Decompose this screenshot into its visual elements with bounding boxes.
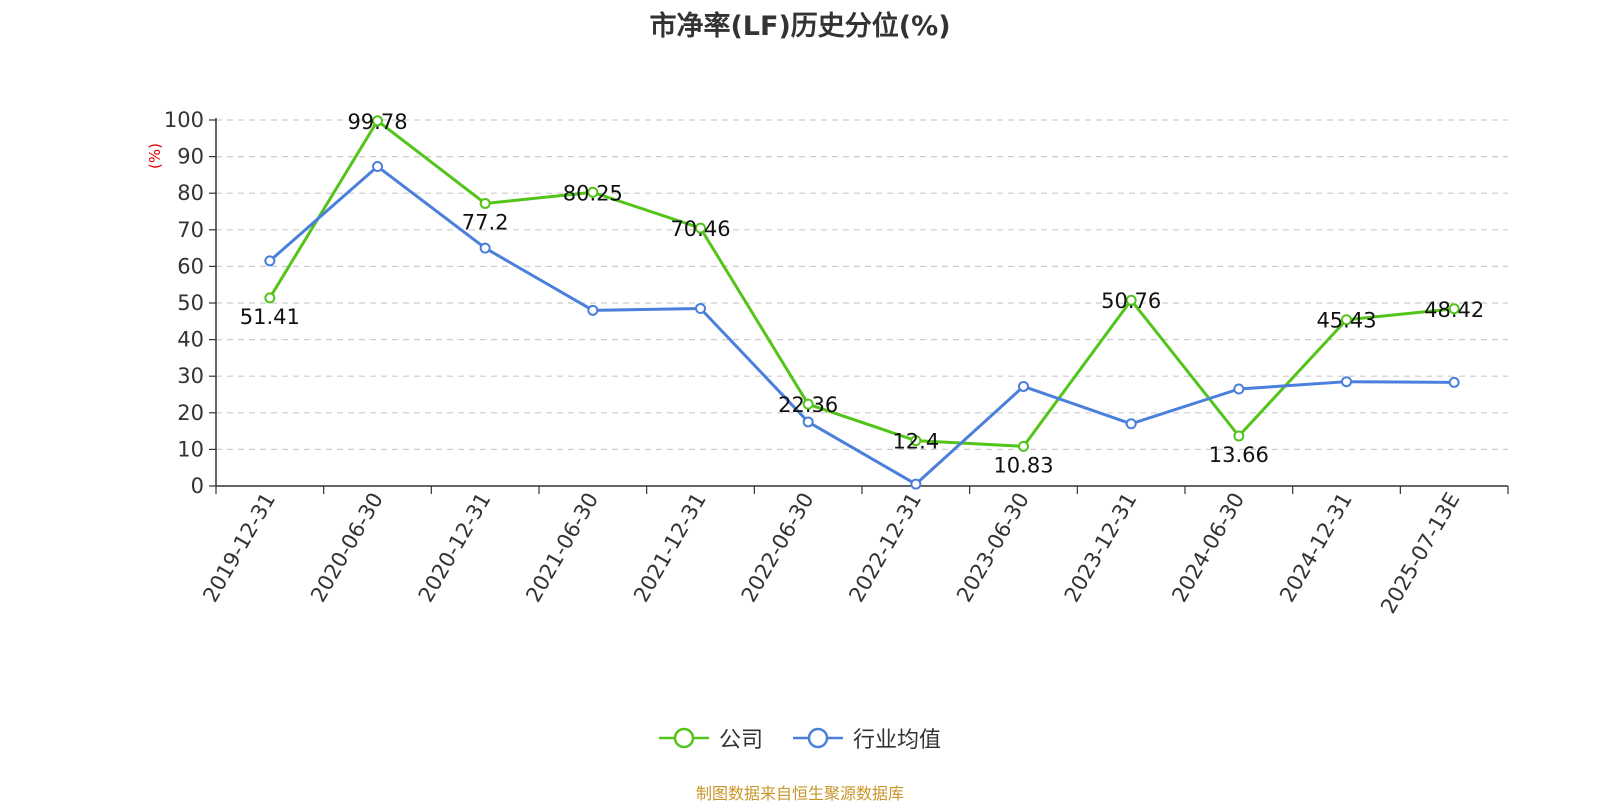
- legend-industry-marker-icon: [793, 727, 843, 749]
- x-tick-label: 2025-07-13E: [1376, 489, 1464, 618]
- y-tick-label: 80: [177, 181, 204, 205]
- y-tick-label: 30: [177, 364, 204, 388]
- x-tick-label: 2024-06-30: [1167, 489, 1249, 607]
- industry-data-point: [587, 304, 599, 316]
- y-axis-unit-label: (%): [146, 143, 164, 169]
- industry-data-point: [479, 242, 491, 254]
- legend-item-company[interactable]: 公司: [658, 722, 763, 754]
- company-data-point: [1018, 440, 1029, 452]
- y-tick-label: 90: [177, 145, 204, 169]
- industry-data-point: [1018, 380, 1029, 392]
- y-tick-label: 10: [177, 437, 204, 461]
- axes: 0 10 20 30 40 50 60 70 80 90 100(%) 2019-12-31 2020-…: [146, 108, 1509, 618]
- company-data-point: [372, 115, 383, 127]
- x-tick-label: 2020-12-31: [414, 489, 496, 607]
- x-tick-label: 2019-12-31: [198, 489, 280, 607]
- company-value-label: 51.41: [240, 305, 300, 329]
- x-tick-label: 2024-12-31: [1275, 489, 1357, 607]
- x-tick-label: 2022-06-30: [737, 489, 819, 607]
- grid-lines: [216, 119, 1508, 450]
- company-value-label: 99.78: [347, 110, 407, 134]
- company-data-point: [587, 186, 599, 198]
- industry-data-point: [264, 255, 276, 267]
- company-value-label: 48.42: [1424, 298, 1484, 322]
- company-value-label: 77.2: [462, 210, 509, 234]
- industry-data-point: [1233, 383, 1245, 395]
- data-labels: 51.41 99.78 77.2 80.25 70.46 22.36 12.4 10.83 50…: [240, 110, 1484, 478]
- company-data-point: [1233, 430, 1245, 442]
- legend-industry-label: 行业均值: [853, 728, 942, 753]
- company-series-line: [268, 119, 1455, 448]
- source-note: 制图数据来自恒生聚源数据库: [695, 784, 904, 803]
- y-tick-label: 40: [177, 328, 204, 352]
- legend-item-industry[interactable]: 行业均值: [793, 722, 941, 754]
- y-tick-label: 0: [191, 474, 204, 498]
- company-value-label: 70.46: [670, 217, 730, 241]
- company-data-point: [695, 222, 706, 234]
- company-data-point: [802, 398, 814, 410]
- company-value-label: 50.76: [1101, 289, 1161, 313]
- company-data-point: [1448, 303, 1460, 315]
- industry-data-point: [372, 160, 383, 172]
- company-data-point: [1125, 294, 1137, 306]
- industry-data-point: [695, 302, 706, 314]
- industry-data-point: [1125, 418, 1137, 430]
- company-data-point: [479, 197, 491, 209]
- y-tick-label: 20: [177, 401, 204, 425]
- company-value-label: 80.25: [563, 181, 623, 205]
- x-tick-label: 2021-12-31: [629, 489, 711, 607]
- industry-data-point: [1341, 376, 1352, 388]
- company-data-point: [910, 435, 922, 447]
- industry-data-point: [910, 478, 922, 490]
- x-tick-label: 2022-12-31: [844, 489, 926, 607]
- industry-series-line: [268, 164, 1455, 486]
- legend: 公司 行业均值: [0, 722, 1600, 754]
- y-tick-label: 70: [177, 218, 204, 242]
- company-value-label: 22.36: [778, 393, 838, 417]
- company-value-label: 12.4: [892, 430, 939, 454]
- x-tick-label: 2021-06-30: [521, 489, 603, 607]
- company-value-label: 13.66: [1209, 443, 1269, 467]
- company-value-label: 10.83: [993, 453, 1053, 477]
- series-lines: [264, 115, 1460, 490]
- legend-company-marker-icon: [658, 727, 709, 749]
- company-data-point: [264, 292, 276, 304]
- x-tick-label: 2023-12-31: [1060, 489, 1142, 607]
- company-value-label: 45.43: [1316, 309, 1376, 333]
- y-tick-label: 100: [164, 108, 204, 132]
- y-tick-label: 60: [177, 254, 204, 278]
- x-tick-label: 2020-06-30: [306, 489, 388, 607]
- company-data-point: [1341, 314, 1352, 326]
- y-tick-label: 50: [177, 291, 204, 315]
- industry-data-point: [802, 416, 814, 428]
- legend-company-label: 公司: [718, 728, 763, 753]
- industry-data-point: [1448, 376, 1460, 388]
- chart-title: 市净率(LF)历史分位(%): [649, 11, 951, 42]
- x-tick-label: 2023-06-30: [952, 489, 1034, 607]
